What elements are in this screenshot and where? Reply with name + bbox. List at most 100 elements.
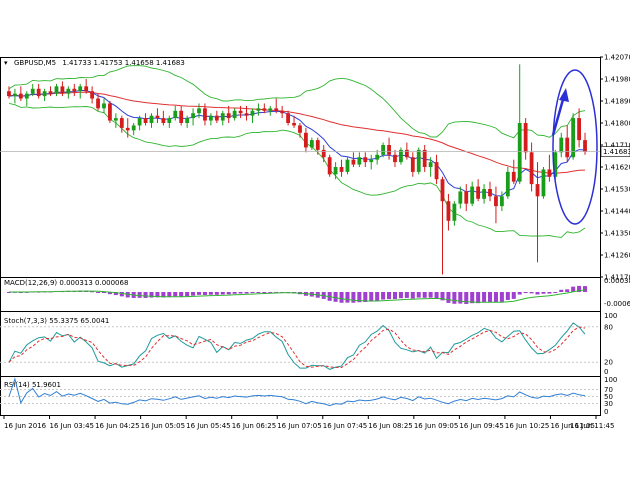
ohlc-label: 1.41733 1.41753 1.41658 1.41683 xyxy=(62,59,184,67)
candle-body xyxy=(131,125,136,131)
annotation-ellipse xyxy=(552,69,598,225)
candle-body xyxy=(565,137,570,158)
candle-body xyxy=(197,108,201,114)
candle-body xyxy=(48,91,53,94)
candle-body xyxy=(66,88,71,94)
macd-tick-label: -0.00068 xyxy=(604,300,630,308)
candle-body xyxy=(393,154,397,163)
macd-bar xyxy=(101,292,107,293)
macd-bar xyxy=(428,292,433,298)
candle-body xyxy=(511,171,516,182)
macd-bar xyxy=(244,292,249,294)
macd-bar xyxy=(375,292,380,301)
macd-bar xyxy=(535,292,540,295)
candle-body xyxy=(446,201,451,221)
candle-body xyxy=(13,93,17,97)
candle-body xyxy=(440,179,445,202)
candle-body xyxy=(535,184,540,197)
candle-body xyxy=(345,159,350,172)
price-tick-label: 1.41260 xyxy=(604,252,630,260)
candle-body xyxy=(482,189,486,199)
candle-body xyxy=(143,118,148,123)
macd-panel: MACD(12,26,9) 0.000313 0.000068 0.00038 -… xyxy=(4,277,630,308)
candle-body xyxy=(375,154,380,160)
candle-body xyxy=(505,171,510,197)
time-tick-label: 16 Jun 08:25 xyxy=(368,422,412,430)
candle-body xyxy=(571,118,576,158)
stoch-tick-label: 80 xyxy=(604,323,613,331)
macd-bar xyxy=(274,291,279,293)
macd-bar xyxy=(499,292,504,302)
candle-body xyxy=(387,145,391,155)
menu-glyph[interactable]: ▾ xyxy=(4,59,8,67)
macd-bar xyxy=(125,292,130,298)
current-price-label: 1.41683 xyxy=(603,148,630,156)
macd-bar xyxy=(345,292,350,303)
price-panel: ▾ GBPUSD,M5 1.41733 1.41753 1.41658 1.41… xyxy=(0,54,630,282)
macd-bar xyxy=(392,292,398,300)
rsi-tick-label: 0 xyxy=(604,408,608,416)
macd-bar xyxy=(416,292,421,298)
candle-body xyxy=(559,137,564,153)
panel-border xyxy=(0,57,601,278)
macd-bar xyxy=(487,292,493,303)
candle-body xyxy=(137,118,142,126)
candle-body xyxy=(108,103,112,121)
candle-body xyxy=(274,108,279,111)
candle-body xyxy=(315,140,320,150)
candle-body xyxy=(422,149,427,167)
candle-body xyxy=(119,118,124,128)
stoch-signal xyxy=(8,326,586,369)
time-tick-label: 16 Jun 09:05 xyxy=(414,422,458,430)
stoch-tick-label: 100 xyxy=(604,312,617,320)
candle-body xyxy=(577,118,581,141)
stoch-main xyxy=(8,322,586,370)
candle-body xyxy=(499,196,504,207)
moving-averages xyxy=(8,89,586,197)
candle-body xyxy=(167,118,172,123)
macd-bar xyxy=(517,292,522,295)
candle-body xyxy=(18,93,23,99)
candle-body xyxy=(179,110,184,123)
macd-bar xyxy=(202,292,207,295)
time-tick-label: 16 Jun 06:25 xyxy=(232,422,276,430)
macd-bar xyxy=(511,292,516,299)
macd-bar xyxy=(422,292,427,298)
price-tick-label: 1.41890 xyxy=(604,98,630,106)
candle-body xyxy=(547,169,552,177)
stoch-panel: Stoch(7,3,3) 55.3375 65.0041 100 80 200 xyxy=(0,312,617,376)
candle-body xyxy=(161,118,166,123)
price-tick-label: 1.41170 xyxy=(604,274,630,282)
candle-body xyxy=(321,149,326,158)
macd-bar xyxy=(458,292,463,304)
annotation-arrow-shaft xyxy=(551,95,566,136)
macd-bar xyxy=(351,292,356,303)
price-tick-label: 1.41350 xyxy=(604,230,630,238)
price-tick-label: 1.41710 xyxy=(604,142,630,150)
candle-body xyxy=(399,149,403,163)
macd-bar xyxy=(369,292,374,302)
candle-body xyxy=(351,159,356,165)
macd-bar xyxy=(137,292,142,298)
current-price-box xyxy=(600,146,630,157)
candle-body xyxy=(78,86,83,92)
candle-body xyxy=(155,115,160,119)
macd-bar xyxy=(119,292,124,297)
bollinger-lower xyxy=(8,102,586,238)
candles xyxy=(7,64,587,275)
macd-bar xyxy=(196,292,202,295)
candle-body xyxy=(7,91,11,97)
price-tick-label: 1.41800 xyxy=(604,120,630,128)
sma-line xyxy=(8,91,586,174)
candle-body xyxy=(42,91,47,97)
candle-body xyxy=(232,110,237,119)
price-tick-label: 1.41530 xyxy=(604,186,630,194)
rsi-tick-label: 100 xyxy=(604,376,617,384)
macd-bar xyxy=(470,292,475,304)
macd-bar xyxy=(262,292,267,293)
macd-bar xyxy=(529,292,534,294)
macd-bar xyxy=(226,292,231,295)
candle-body xyxy=(404,149,409,158)
macd-bar xyxy=(232,292,237,294)
